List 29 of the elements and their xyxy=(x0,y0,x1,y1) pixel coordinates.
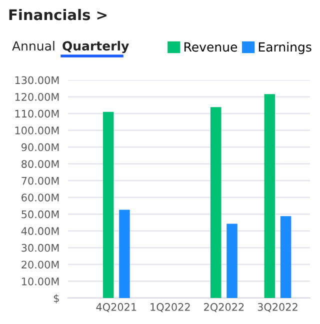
y-tick-label: 90.00M xyxy=(22,143,59,152)
text: Quarterly xyxy=(62,40,129,54)
x-tick-label: 4Q2021 xyxy=(96,303,136,312)
y-tick-label: 80.00M xyxy=(22,160,59,168)
bar xyxy=(226,224,238,298)
bar xyxy=(280,216,292,298)
text: Annual xyxy=(12,40,54,51)
y-tick-label: 120.00M xyxy=(15,92,59,101)
y-tick-label: 40.00M xyxy=(21,227,59,236)
y-tick-label: $ xyxy=(54,294,59,304)
y-tick-label: 100.00M xyxy=(15,126,59,134)
y-tick-label: 110.00M xyxy=(15,110,59,118)
y-tick-label: 130.00M xyxy=(15,76,59,84)
y-tick-label: 20.00M xyxy=(22,260,59,269)
y-tick-label: 70.00M xyxy=(22,176,59,185)
chart-title: Financials > xyxy=(9,8,106,20)
legend-label: Revenue xyxy=(184,42,238,52)
x-tick-label: 2Q2022 xyxy=(204,303,244,312)
bar xyxy=(210,107,222,298)
y-tick-label: 10.00M xyxy=(22,277,59,286)
legend-label: Earnings xyxy=(258,42,312,54)
x-tick-label: 1Q2022 xyxy=(150,303,190,312)
y-tick-label: 30.00M xyxy=(22,244,59,252)
x-tick-label: 3Q2022 xyxy=(258,303,298,312)
bar xyxy=(264,94,276,298)
bar xyxy=(119,210,130,298)
bar xyxy=(102,112,114,298)
y-tick-label: 60.00M xyxy=(22,194,59,202)
y-tick-label: 50.00M xyxy=(22,210,59,218)
